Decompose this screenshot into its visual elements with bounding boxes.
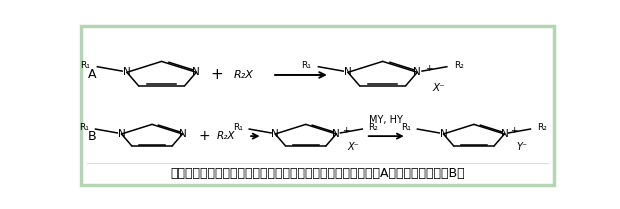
Text: N: N xyxy=(440,129,447,139)
Text: R₂X: R₂X xyxy=(233,70,253,80)
Text: N: N xyxy=(123,67,131,77)
Text: Y⁻: Y⁻ xyxy=(516,142,528,152)
Text: +: + xyxy=(198,129,210,143)
Text: X⁻: X⁻ xyxy=(433,83,445,93)
Text: N: N xyxy=(332,129,340,139)
Text: +: + xyxy=(342,126,350,135)
Text: R₂X: R₂X xyxy=(217,131,236,141)
Text: +: + xyxy=(425,64,432,73)
Text: R₁: R₁ xyxy=(79,123,89,132)
Text: N: N xyxy=(414,67,421,77)
Text: R₁: R₁ xyxy=(301,61,311,70)
Text: R₁: R₁ xyxy=(233,123,243,132)
Text: +: + xyxy=(210,68,223,83)
Text: R₁: R₁ xyxy=(401,123,411,132)
Text: X⁻: X⁻ xyxy=(348,142,360,152)
Text: B: B xyxy=(88,130,97,143)
Text: +: + xyxy=(510,126,518,135)
Text: A: A xyxy=(88,69,97,82)
Text: N: N xyxy=(118,129,125,139)
Text: N: N xyxy=(500,129,508,139)
Text: MY, HY: MY, HY xyxy=(369,115,403,125)
Text: N: N xyxy=(272,129,279,139)
Text: R₂: R₂ xyxy=(454,61,464,70)
Text: 离子液体的合成方法（以咪唑类离子液体为例）：直接合成法（A）和两步合成法（B）: 离子液体的合成方法（以咪唑类离子液体为例）：直接合成法（A）和两步合成法（B） xyxy=(170,167,465,180)
Text: N: N xyxy=(344,67,352,77)
Text: R₁: R₁ xyxy=(81,61,91,70)
Text: N: N xyxy=(179,129,187,139)
Text: R₂: R₂ xyxy=(537,123,547,132)
Text: N: N xyxy=(192,67,200,77)
Text: R₂: R₂ xyxy=(368,123,378,132)
